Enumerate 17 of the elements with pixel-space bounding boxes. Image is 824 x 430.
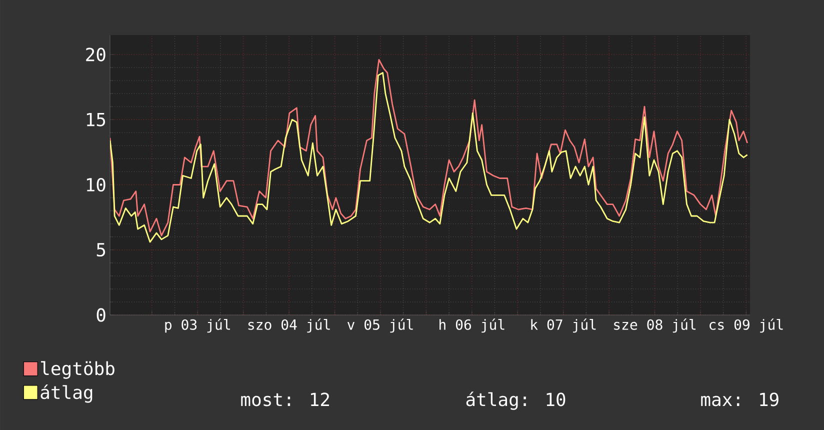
- x-tick-label: szo 04 júl: [248, 318, 330, 333]
- text: átlag: 10: [466, 392, 566, 410]
- y-tick-label: 20: [86, 48, 106, 62]
- y-tick-label: 5: [96, 243, 106, 257]
- text: most: 12: [241, 392, 329, 406]
- y-tick-label: 15: [86, 112, 106, 126]
- y-tick-label: 10: [86, 178, 106, 192]
- x-tick-label: v 05 júl: [347, 318, 413, 333]
- x-tick-label: p 03 júl: [165, 318, 230, 333]
- text: max: 19: [701, 392, 778, 406]
- y-tick-label: 0: [96, 308, 106, 322]
- x-tick-label: h 06 júl: [440, 318, 504, 333]
- x-tick-label: k 07 júl: [531, 318, 596, 333]
- legend-label: legtöbb: [41, 361, 114, 379]
- legend-label: átlag: [40, 384, 92, 403]
- x-tick-label: cs 09 júl: [710, 318, 783, 333]
- x-tick-label: sze 08 júl: [614, 318, 696, 333]
